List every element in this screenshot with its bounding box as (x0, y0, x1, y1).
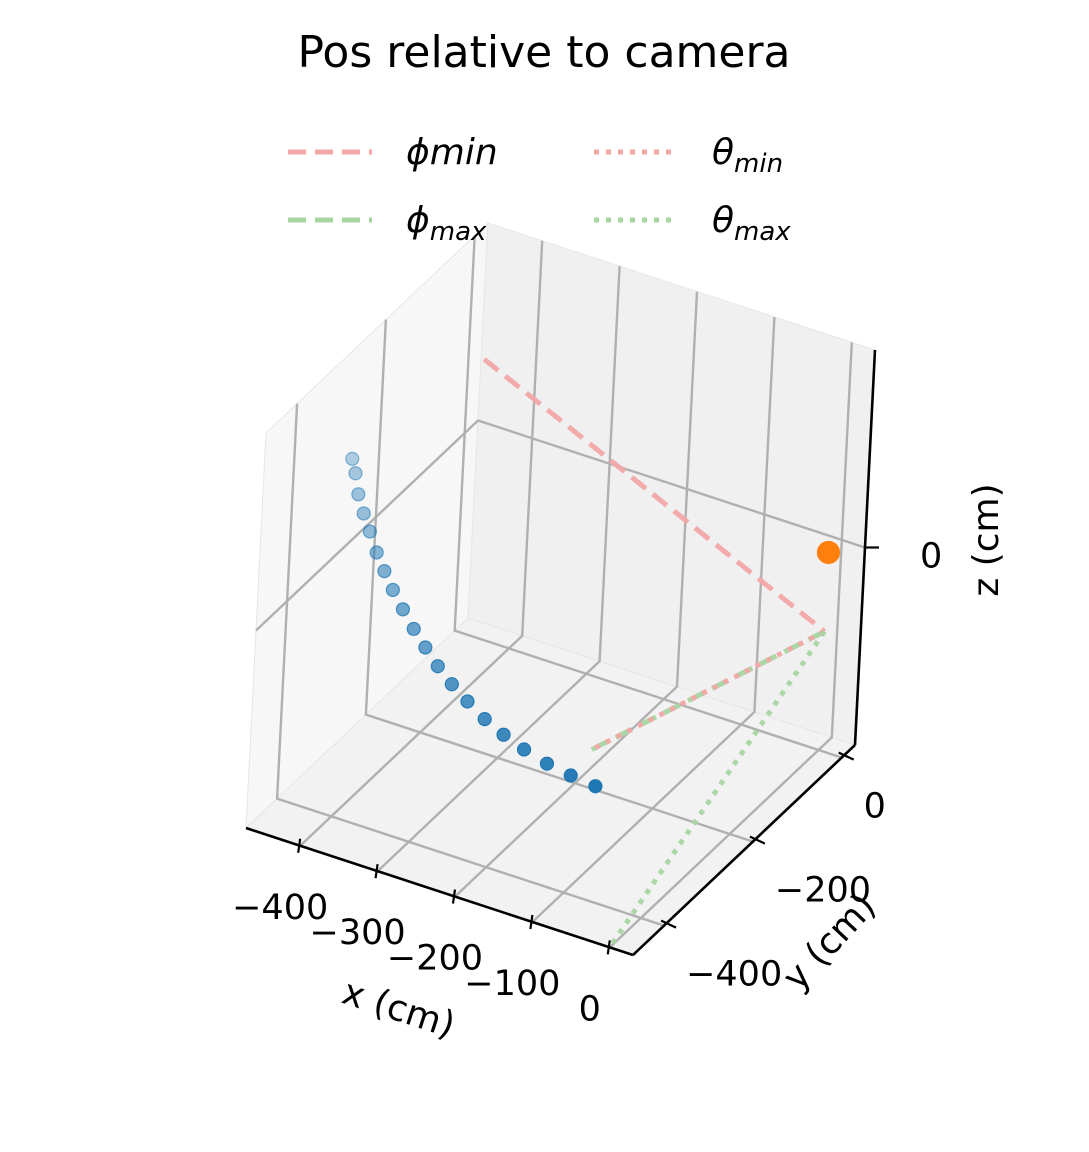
x-gridline (454, 291, 699, 898)
x-tick-label: −400 (232, 888, 328, 928)
axes-panes (245, 221, 876, 956)
data-point-s1-0 (816, 540, 841, 565)
x-gridline (376, 266, 621, 873)
x-tick (451, 889, 457, 904)
data-point-s0-15 (496, 727, 511, 742)
data-point-s0-17 (539, 756, 555, 771)
data-point-s0-2 (351, 487, 366, 502)
data-point-s0-14 (477, 712, 492, 727)
data-point-s0-11 (430, 659, 445, 674)
data-point-s0-18 (563, 768, 578, 783)
legend-label-2: ϕmax (406, 200, 487, 247)
z-tick-label: 0 (920, 537, 942, 577)
data-points (345, 451, 841, 794)
y-gridline (275, 403, 665, 927)
x-tick-label: −200 (387, 939, 483, 979)
data-point-s0-5 (369, 545, 384, 560)
data-point-s0-3 (356, 506, 371, 521)
gridlines (255, 235, 866, 949)
reference-line-0 (482, 357, 827, 634)
data-point-s0-13 (460, 694, 475, 709)
reference-lines (482, 357, 827, 949)
data-point-s0-0 (345, 451, 360, 466)
x-axis-label: x (cm) (337, 972, 460, 1047)
data-point-s0-9 (406, 621, 421, 637)
x-tick (297, 838, 302, 853)
x-gridline (299, 240, 544, 847)
legend: ϕmin θmin ϕmax θmax (288, 132, 791, 247)
x-axis-line (245, 826, 634, 957)
data-point-s0-7 (385, 582, 400, 598)
legend-label-3: θmax (712, 200, 791, 247)
z-axis-label: z (cm) (966, 483, 1007, 596)
x-tick (529, 914, 534, 930)
y-tick-label: 0 (864, 787, 886, 827)
y-tick (660, 919, 677, 929)
y-tick (749, 835, 766, 845)
data-point-s0-16 (516, 742, 532, 757)
data-point-s0-1 (348, 466, 363, 481)
x-tick (606, 940, 611, 955)
x-tick-label: −100 (464, 964, 560, 1004)
tick-marks (297, 546, 879, 955)
z-gridline (255, 419, 866, 632)
data-point-s0-10 (418, 640, 433, 655)
data-point-s0-4 (362, 524, 377, 539)
x-tick-label: −300 (310, 913, 406, 953)
data-point-s0-8 (395, 602, 411, 617)
reference-line-2 (588, 629, 826, 754)
x-gridline (608, 342, 853, 949)
chart-title: Pos relative to camera (297, 27, 790, 78)
y-axis-line (632, 744, 856, 956)
y-gridline (364, 319, 754, 843)
reference-line-3 (607, 630, 827, 949)
y-gridline (453, 235, 843, 759)
x-tick (374, 864, 379, 879)
legend-label-1: θmin (712, 132, 783, 179)
x-tick-label: 0 (579, 989, 601, 1029)
y-tick (838, 751, 855, 761)
legend-label-0: ϕmin (406, 132, 498, 173)
data-point-s0-12 (444, 677, 459, 692)
y-tick-label: −400 (686, 955, 782, 995)
data-point-s0-6 (377, 564, 392, 579)
y-tick-label: −200 (775, 871, 871, 911)
x-gridline (531, 316, 776, 923)
data-point-s0-19 (588, 779, 603, 794)
